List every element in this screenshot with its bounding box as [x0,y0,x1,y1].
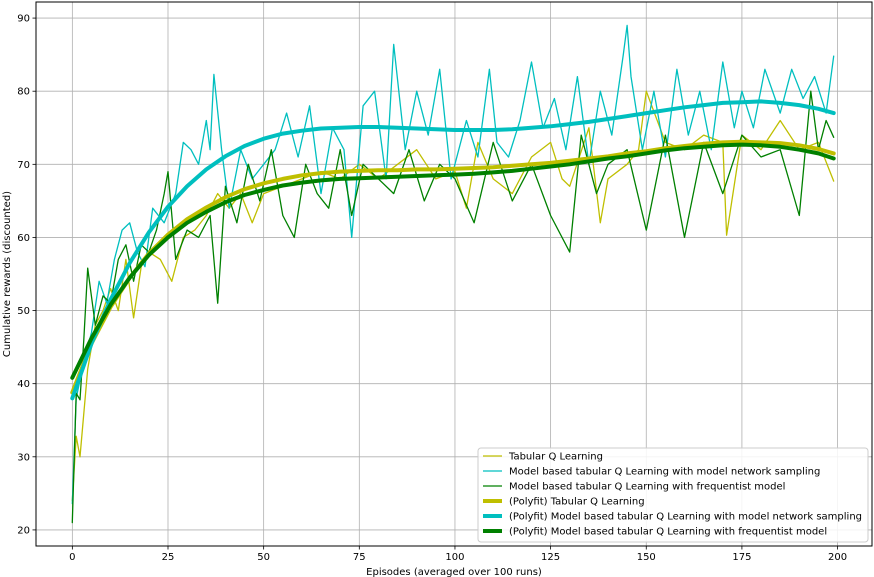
legend-box [477,447,869,543]
legend-label: Model based tabular Q Learning with freq… [509,482,785,493]
x-tick-label: 175 [732,552,751,563]
legend-label: (Polyfit) Model based tabular Q Learning… [509,527,827,538]
x-tick-label: 25 [162,552,175,563]
x-tick-label: 50 [257,552,270,563]
plot-frame [35,1,873,547]
polyfit-line-4 [70,99,836,401]
x-tick-label: 100 [445,552,464,563]
y-tick-label: 80 [17,87,30,98]
series-layer [70,24,836,524]
x-tick-label: 200 [828,552,847,563]
polyfit-line-5 [70,142,836,380]
legend: Tabular Q Learning Model based tabular Q … [477,447,869,543]
y-tick-label: 30 [17,452,30,463]
y-axis-label: Cumulative rewards (discounted) [2,191,13,357]
polyfit-line-3 [70,139,836,395]
y-tick-label: 50 [17,306,30,317]
x-tick-label: 75 [353,552,366,563]
x-tick-label: 0 [69,552,75,563]
ticks: 0 25 50 75 100 125 150 175 200 20 30 40 50 60 70 80 90 [17,14,847,563]
legend-label: Model based tabular Q Learning with mode… [509,467,820,478]
legend-label: Tabular Q Learning [508,452,603,463]
y-tick-label: 20 [17,525,30,536]
y-tick-label: 40 [17,379,30,390]
x-tick-label: 150 [637,552,656,563]
legend-label: (Polyfit) Tabular Q Learning [509,497,645,508]
y-tick-label: 90 [17,14,30,25]
legend-label: (Polyfit) Model based tabular Q Learning… [509,512,862,523]
y-tick-label: 70 [17,160,30,171]
x-axis-label: Episodes (averaged over 100 runs) [366,567,542,577]
x-tick-label: 125 [541,552,560,563]
y-tick-label: 60 [17,233,30,244]
